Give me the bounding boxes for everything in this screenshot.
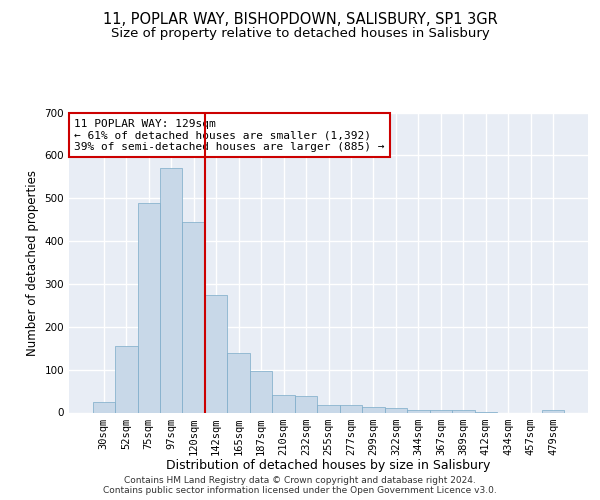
Bar [92,402,115,412]
Bar [250,371,272,412]
Text: Size of property relative to detached houses in Salisbury: Size of property relative to detached ho… [110,28,490,40]
Bar [362,407,385,412]
Bar [430,410,452,412]
Bar [227,352,250,412]
Bar [272,396,295,412]
Bar [137,202,160,412]
Bar [452,410,475,412]
Text: 11, POPLAR WAY, BISHOPDOWN, SALISBURY, SP1 3GR: 11, POPLAR WAY, BISHOPDOWN, SALISBURY, S… [103,12,497,28]
Bar [295,396,317,412]
Bar [340,405,362,412]
Bar [160,168,182,412]
Bar [115,346,137,412]
Y-axis label: Number of detached properties: Number of detached properties [26,170,39,356]
Bar [385,408,407,412]
X-axis label: Distribution of detached houses by size in Salisbury: Distribution of detached houses by size … [166,459,491,472]
Bar [182,222,205,412]
Text: Contains HM Land Registry data © Crown copyright and database right 2024.
Contai: Contains HM Land Registry data © Crown c… [103,476,497,495]
Bar [205,294,227,412]
Bar [407,410,430,412]
Bar [542,410,565,412]
Bar [317,405,340,412]
Text: 11 POPLAR WAY: 129sqm
← 61% of detached houses are smaller (1,392)
39% of semi-d: 11 POPLAR WAY: 129sqm ← 61% of detached … [74,118,385,152]
